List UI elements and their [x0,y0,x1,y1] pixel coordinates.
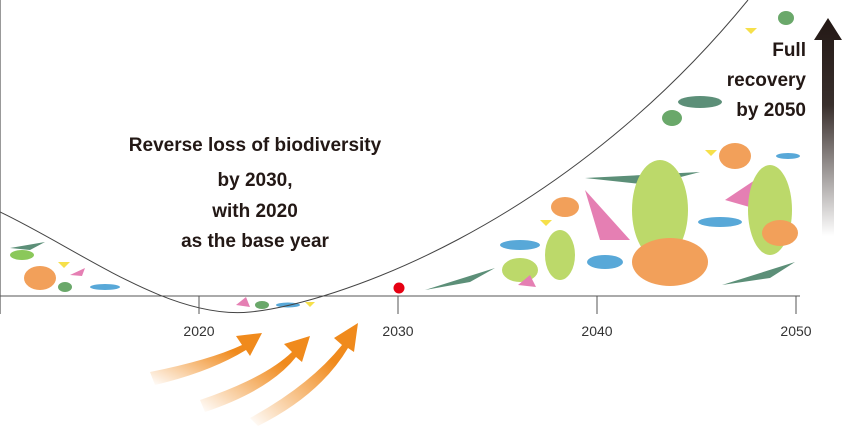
goal-text: by 2050 [736,100,806,121]
push-arrows [150,323,358,426]
tick-label: 2020 [183,323,214,339]
biodiversity-curve [0,0,749,314]
target-text: as the base year [181,231,329,252]
turning-point [393,282,405,294]
goal-text: recovery [727,70,807,91]
tick-label: 2040 [581,323,612,339]
target-text: by 2030, [218,170,293,191]
recovery-arrow [814,18,842,236]
target-text: with 2020 [211,201,298,222]
animal-silhouettes [10,11,800,309]
target-text: Reverse loss of biodiversity [129,135,382,156]
tick-label: 2050 [780,323,811,339]
tick-label: 2030 [382,323,413,339]
goal-text: Full [772,40,806,61]
